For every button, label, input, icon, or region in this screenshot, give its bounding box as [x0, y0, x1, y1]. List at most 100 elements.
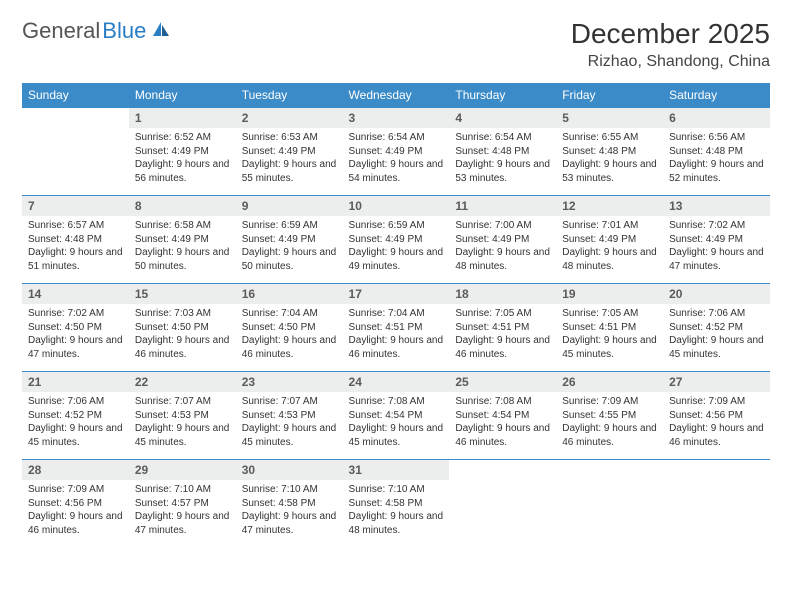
- calendar-cell: 3Sunrise: 6:54 AMSunset: 4:49 PMDaylight…: [343, 108, 450, 196]
- calendar-cell: 10Sunrise: 6:59 AMSunset: 4:49 PMDayligh…: [343, 196, 450, 284]
- calendar-cell: 4Sunrise: 6:54 AMSunset: 4:48 PMDaylight…: [449, 108, 556, 196]
- calendar-cell: 14Sunrise: 7:02 AMSunset: 4:50 PMDayligh…: [22, 284, 129, 372]
- day-details: Sunrise: 7:06 AMSunset: 4:52 PMDaylight:…: [22, 392, 129, 454]
- month-title: December 2025: [571, 18, 770, 50]
- calendar-cell: [22, 108, 129, 196]
- day-details: Sunrise: 7:02 AMSunset: 4:50 PMDaylight:…: [22, 304, 129, 366]
- day-details: Sunrise: 7:05 AMSunset: 4:51 PMDaylight:…: [449, 304, 556, 366]
- day-number: 12: [556, 196, 663, 216]
- day-details: Sunrise: 6:52 AMSunset: 4:49 PMDaylight:…: [129, 128, 236, 190]
- day-number: 13: [663, 196, 770, 216]
- day-header: Sunday: [22, 83, 129, 108]
- day-details: Sunrise: 7:09 AMSunset: 4:56 PMDaylight:…: [663, 392, 770, 454]
- day-header: Saturday: [663, 83, 770, 108]
- calendar-cell: 13Sunrise: 7:02 AMSunset: 4:49 PMDayligh…: [663, 196, 770, 284]
- calendar-cell: 21Sunrise: 7:06 AMSunset: 4:52 PMDayligh…: [22, 372, 129, 460]
- day-details: Sunrise: 6:56 AMSunset: 4:48 PMDaylight:…: [663, 128, 770, 190]
- day-header: Monday: [129, 83, 236, 108]
- day-details: Sunrise: 7:07 AMSunset: 4:53 PMDaylight:…: [129, 392, 236, 454]
- calendar-week: 1Sunrise: 6:52 AMSunset: 4:49 PMDaylight…: [22, 108, 770, 196]
- day-details: Sunrise: 7:03 AMSunset: 4:50 PMDaylight:…: [129, 304, 236, 366]
- day-header-row: Sunday Monday Tuesday Wednesday Thursday…: [22, 83, 770, 108]
- calendar-cell: 7Sunrise: 6:57 AMSunset: 4:48 PMDaylight…: [22, 196, 129, 284]
- day-details: Sunrise: 7:07 AMSunset: 4:53 PMDaylight:…: [236, 392, 343, 454]
- day-number: 1: [129, 108, 236, 128]
- day-number: 7: [22, 196, 129, 216]
- logo-text-2: Blue: [102, 18, 146, 44]
- calendar-cell: 16Sunrise: 7:04 AMSunset: 4:50 PMDayligh…: [236, 284, 343, 372]
- day-number: 31: [343, 460, 450, 480]
- day-details: Sunrise: 7:05 AMSunset: 4:51 PMDaylight:…: [556, 304, 663, 366]
- day-number: 23: [236, 372, 343, 392]
- day-number: [663, 460, 770, 466]
- sail-icon: [151, 18, 171, 44]
- calendar-cell: 29Sunrise: 7:10 AMSunset: 4:57 PMDayligh…: [129, 460, 236, 548]
- day-header: Thursday: [449, 83, 556, 108]
- day-number: 29: [129, 460, 236, 480]
- day-details: Sunrise: 6:54 AMSunset: 4:49 PMDaylight:…: [343, 128, 450, 190]
- day-number: 2: [236, 108, 343, 128]
- day-number: 22: [129, 372, 236, 392]
- day-details: Sunrise: 7:04 AMSunset: 4:51 PMDaylight:…: [343, 304, 450, 366]
- calendar-cell: 17Sunrise: 7:04 AMSunset: 4:51 PMDayligh…: [343, 284, 450, 372]
- calendar-cell: 23Sunrise: 7:07 AMSunset: 4:53 PMDayligh…: [236, 372, 343, 460]
- day-details: Sunrise: 7:02 AMSunset: 4:49 PMDaylight:…: [663, 216, 770, 278]
- day-number: 18: [449, 284, 556, 304]
- day-details: Sunrise: 7:10 AMSunset: 4:58 PMDaylight:…: [236, 480, 343, 542]
- calendar-cell: 1Sunrise: 6:52 AMSunset: 4:49 PMDaylight…: [129, 108, 236, 196]
- day-number: 5: [556, 108, 663, 128]
- day-details: Sunrise: 7:01 AMSunset: 4:49 PMDaylight:…: [556, 216, 663, 278]
- calendar-week: 14Sunrise: 7:02 AMSunset: 4:50 PMDayligh…: [22, 284, 770, 372]
- location: Rizhao, Shandong, China: [571, 53, 770, 71]
- calendar-cell: [449, 460, 556, 548]
- day-number: 24: [343, 372, 450, 392]
- calendar-cell: 20Sunrise: 7:06 AMSunset: 4:52 PMDayligh…: [663, 284, 770, 372]
- day-number: 3: [343, 108, 450, 128]
- header: GeneralBlue December 2025 Rizhao, Shando…: [22, 18, 770, 71]
- day-number: 9: [236, 196, 343, 216]
- calendar-cell: [663, 460, 770, 548]
- calendar-cell: [556, 460, 663, 548]
- day-number: 10: [343, 196, 450, 216]
- calendar-cell: 25Sunrise: 7:08 AMSunset: 4:54 PMDayligh…: [449, 372, 556, 460]
- calendar-cell: 12Sunrise: 7:01 AMSunset: 4:49 PMDayligh…: [556, 196, 663, 284]
- day-details: Sunrise: 7:09 AMSunset: 4:55 PMDaylight:…: [556, 392, 663, 454]
- day-details: Sunrise: 7:08 AMSunset: 4:54 PMDaylight:…: [343, 392, 450, 454]
- calendar-cell: 28Sunrise: 7:09 AMSunset: 4:56 PMDayligh…: [22, 460, 129, 548]
- day-number: 20: [663, 284, 770, 304]
- day-details: Sunrise: 7:10 AMSunset: 4:58 PMDaylight:…: [343, 480, 450, 542]
- day-header: Tuesday: [236, 83, 343, 108]
- calendar-cell: 8Sunrise: 6:58 AMSunset: 4:49 PMDaylight…: [129, 196, 236, 284]
- day-details: Sunrise: 6:54 AMSunset: 4:48 PMDaylight:…: [449, 128, 556, 190]
- calendar-cell: 11Sunrise: 7:00 AMSunset: 4:49 PMDayligh…: [449, 196, 556, 284]
- day-number: 15: [129, 284, 236, 304]
- calendar-cell: 27Sunrise: 7:09 AMSunset: 4:56 PMDayligh…: [663, 372, 770, 460]
- day-header: Friday: [556, 83, 663, 108]
- calendar-cell: 26Sunrise: 7:09 AMSunset: 4:55 PMDayligh…: [556, 372, 663, 460]
- logo-text-1: General: [22, 18, 100, 44]
- day-number: 11: [449, 196, 556, 216]
- day-details: Sunrise: 7:06 AMSunset: 4:52 PMDaylight:…: [663, 304, 770, 366]
- calendar-cell: 30Sunrise: 7:10 AMSunset: 4:58 PMDayligh…: [236, 460, 343, 548]
- calendar-cell: 31Sunrise: 7:10 AMSunset: 4:58 PMDayligh…: [343, 460, 450, 548]
- day-number: 28: [22, 460, 129, 480]
- day-number: 17: [343, 284, 450, 304]
- day-details: Sunrise: 7:08 AMSunset: 4:54 PMDaylight:…: [449, 392, 556, 454]
- calendar-cell: 18Sunrise: 7:05 AMSunset: 4:51 PMDayligh…: [449, 284, 556, 372]
- calendar-body: 1Sunrise: 6:52 AMSunset: 4:49 PMDaylight…: [22, 108, 770, 548]
- calendar-week: 28Sunrise: 7:09 AMSunset: 4:56 PMDayligh…: [22, 460, 770, 548]
- calendar-cell: 6Sunrise: 6:56 AMSunset: 4:48 PMDaylight…: [663, 108, 770, 196]
- day-number: 26: [556, 372, 663, 392]
- day-number: [22, 108, 129, 114]
- day-details: Sunrise: 6:59 AMSunset: 4:49 PMDaylight:…: [236, 216, 343, 278]
- calendar-cell: 24Sunrise: 7:08 AMSunset: 4:54 PMDayligh…: [343, 372, 450, 460]
- day-details: Sunrise: 6:57 AMSunset: 4:48 PMDaylight:…: [22, 216, 129, 278]
- day-details: Sunrise: 7:09 AMSunset: 4:56 PMDaylight:…: [22, 480, 129, 542]
- day-details: Sunrise: 7:10 AMSunset: 4:57 PMDaylight:…: [129, 480, 236, 542]
- day-number: 27: [663, 372, 770, 392]
- calendar-cell: 5Sunrise: 6:55 AMSunset: 4:48 PMDaylight…: [556, 108, 663, 196]
- day-number: 25: [449, 372, 556, 392]
- calendar-cell: 22Sunrise: 7:07 AMSunset: 4:53 PMDayligh…: [129, 372, 236, 460]
- day-number: 8: [129, 196, 236, 216]
- calendar-cell: 19Sunrise: 7:05 AMSunset: 4:51 PMDayligh…: [556, 284, 663, 372]
